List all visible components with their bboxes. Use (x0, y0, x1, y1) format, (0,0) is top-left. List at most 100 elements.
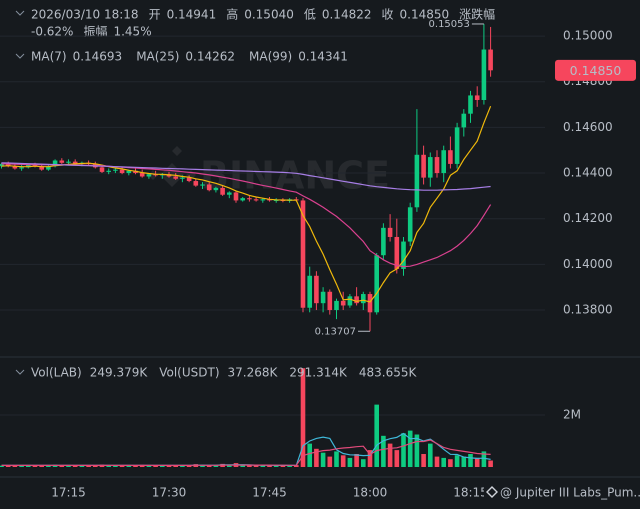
collapse-icon[interactable] (15, 10, 25, 16)
volume-bar (387, 443, 393, 467)
candle-body (146, 174, 152, 177)
legend-name: MA(7) (31, 50, 67, 64)
volume-bar (454, 455, 460, 467)
legend-value: 249.379K (90, 366, 149, 380)
change-label: 涨跌幅 (459, 7, 495, 22)
legend-value: 483.655K (359, 366, 418, 380)
candle-body (347, 296, 353, 306)
volume-bar (334, 451, 339, 467)
candle-body (434, 157, 440, 174)
volume-bar (320, 452, 326, 467)
y-tick-label: 0.14600 (563, 120, 613, 134)
collapse-icon[interactable] (15, 53, 25, 59)
volume-bar (46, 465, 51, 467)
candle-body (59, 160, 65, 163)
volume-bar (448, 459, 453, 467)
volume-bar (247, 465, 252, 467)
volume-bar (206, 465, 212, 467)
volume-bar (32, 465, 38, 467)
volume-bar (421, 454, 426, 467)
volume-bar (407, 430, 413, 467)
ma-line (1, 162, 491, 191)
candle-body (12, 166, 18, 169)
candle-body (220, 187, 225, 195)
candle-body (454, 127, 460, 164)
y-tick-label: 0.15000 (563, 29, 613, 43)
x-tick-label: 17:15 (51, 486, 86, 500)
x-tick-label: 17:30 (152, 486, 187, 500)
candle-body (253, 199, 259, 201)
volume-bar (294, 465, 299, 467)
volume-bar (5, 465, 11, 467)
volume-bar (19, 465, 24, 467)
volume-bar (401, 433, 406, 467)
volume-bar (39, 465, 44, 467)
volume-bar (12, 465, 18, 467)
volume-bar (260, 465, 266, 467)
close-value: 0.14850 (400, 8, 450, 22)
volume-bar (273, 465, 279, 467)
candle-body (119, 169, 125, 174)
last-price-label: 0.14850 (570, 63, 622, 78)
candle-body (381, 227, 386, 256)
candle-body (173, 176, 178, 179)
volume-bar (93, 465, 98, 467)
volume-bar (394, 450, 400, 467)
low-label: 低 (304, 8, 316, 22)
y-tick-label: 0.14000 (563, 257, 613, 271)
candle-body (233, 192, 239, 201)
candle-body (72, 161, 78, 164)
close-label: 收 (381, 8, 393, 22)
candle-body (461, 113, 467, 128)
volume-bar (300, 368, 306, 467)
candle-body (206, 184, 212, 191)
candle-body (374, 255, 379, 313)
volume-bar (374, 404, 379, 467)
high-value: 0.15040 (244, 8, 294, 22)
y-tick-label: 0.14400 (563, 166, 613, 180)
volume-bar (307, 443, 312, 467)
amplitude-value: 1.45% (113, 25, 151, 39)
extreme-label: 0.15053 (429, 19, 470, 30)
plot-layer: 2026/03/10 18:18 开 0.14941 高 0.15040 低 0.14822… (0, 7, 636, 500)
watermark-group: BINANCE (148, 146, 390, 198)
volume-bar (361, 459, 366, 467)
high-label: 高 (226, 7, 238, 22)
candle-body (46, 166, 51, 170)
volume-bar (146, 465, 152, 467)
candle-body (488, 49, 493, 71)
collapse-icon[interactable] (15, 369, 25, 375)
candle-body (139, 173, 145, 177)
candle-body (401, 241, 406, 269)
volume-bar (327, 456, 333, 467)
attribution: @ Jupiter III Labs_Pum... (500, 486, 640, 500)
x-tick-label: 18:00 (353, 486, 388, 500)
volume-ma-line (1, 439, 491, 466)
volume-bar (173, 465, 178, 467)
candle-body (273, 199, 279, 201)
candle-body (180, 177, 185, 179)
volume-bar (72, 465, 78, 467)
volume-bar (59, 465, 65, 467)
change-value: -0.62% (31, 25, 73, 39)
volume-bar (26, 465, 31, 467)
volume-bar (180, 465, 185, 467)
candle-body (106, 170, 111, 172)
candle-body (5, 163, 11, 167)
candle-body (39, 166, 44, 170)
volume-bar (186, 465, 192, 467)
volume-bar (434, 456, 440, 467)
legend-value: 37.268K (228, 366, 279, 380)
candle-body (314, 275, 319, 304)
candle-body (247, 198, 252, 200)
volume-bar (354, 454, 359, 467)
volume-bar (287, 465, 292, 467)
candle-body (414, 154, 420, 208)
watermark-logo (148, 146, 196, 187)
candle-body (441, 150, 446, 174)
attribution-logo (486, 486, 498, 498)
x-tick-label: 18:15 (453, 486, 488, 500)
volume-bar (414, 434, 420, 467)
volume-bar (474, 457, 480, 467)
